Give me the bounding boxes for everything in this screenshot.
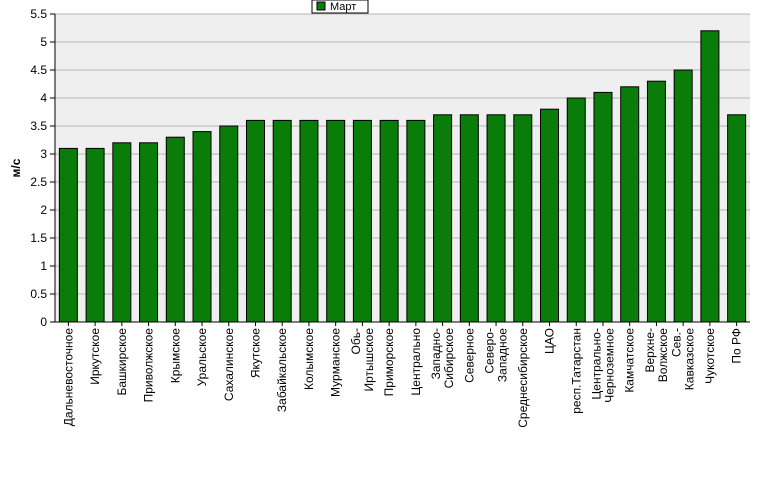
legend-swatch (316, 1, 326, 11)
bar (245, 119, 265, 323)
x-tick-label: Колымское (302, 328, 316, 390)
bar (379, 119, 399, 323)
x-tick-label: Башкирское (115, 328, 129, 396)
y-tick-label: 5 (40, 35, 47, 49)
y-tick-label: 3 (40, 147, 47, 161)
bar (326, 119, 346, 323)
x-tick-label: Волжское (656, 328, 670, 383)
y-tick-label: 3.5 (30, 119, 47, 133)
y-tick-label: 1 (40, 259, 47, 273)
bar (540, 108, 560, 323)
bar (219, 125, 239, 323)
x-tick-label: Северное (462, 328, 476, 383)
legend[interactable]: Март (311, 0, 369, 14)
x-tick-label: Черноземное (602, 328, 616, 403)
y-tick-label: 4.5 (30, 63, 47, 77)
x-tick-label: Центрально (409, 328, 423, 396)
bar (593, 91, 613, 323)
y-axis-label: м/с (9, 158, 23, 177)
x-tick-label: Уральское (195, 328, 209, 387)
y-tick-label: 0.5 (30, 287, 47, 301)
y-tick-label: 1.5 (30, 231, 47, 245)
legend-box (311, 0, 369, 14)
x-tick-label: Среднесибирское (516, 328, 530, 428)
x-tick-label: Сахалинское (222, 328, 236, 401)
x-tick-label: Центрально- (589, 328, 603, 400)
x-tick-label: Приморское (382, 328, 396, 397)
bar (620, 86, 640, 323)
bar (459, 114, 479, 323)
bar (513, 114, 533, 323)
x-tick-label: респ.Татарстан (569, 328, 583, 414)
x-tick-label: Обь- (349, 328, 363, 354)
y-axis-ticks: 0 0.5 1 1.5 2 2.5 3 3.5 4 4.5 5 5.5 (30, 7, 55, 329)
x-tick-label: Верхне- (643, 328, 657, 373)
bar (727, 114, 747, 323)
x-tick-label: ЦАО (543, 328, 557, 354)
bar (700, 30, 720, 323)
x-tick-label: Приволжское (142, 328, 156, 403)
x-tick-label: Забайкальское (275, 328, 289, 412)
bar (433, 114, 453, 323)
y-tick-label: 2 (40, 203, 47, 217)
x-tick-label: Иртышское (362, 328, 376, 392)
x-tick-label: Камчатское (623, 328, 637, 393)
x-tick-label: Крымское (168, 328, 182, 384)
x-axis-ticks: Дальневосточное Иркутское Башкирское Привол… (61, 322, 744, 428)
x-tick-label: Чукотское (703, 328, 717, 384)
bar (673, 69, 693, 323)
bar (566, 97, 586, 323)
bar (299, 119, 319, 323)
bar (272, 119, 292, 323)
x-tick-label: Сев.- (670, 328, 684, 357)
bar (486, 114, 506, 323)
x-tick-label: Кавказское (683, 328, 697, 391)
y-tick-label: 2.5 (30, 175, 47, 189)
bar (85, 147, 105, 323)
bar (139, 142, 159, 323)
x-tick-label: Дальневосточное (61, 328, 75, 427)
bar (352, 119, 372, 323)
bar (112, 142, 132, 323)
x-tick-label: Иркутское (88, 328, 102, 385)
x-tick-label: Северо- (483, 328, 497, 374)
bar (165, 136, 185, 323)
x-tick-label: Западно- (429, 328, 443, 379)
x-tick-label: Западное (496, 328, 510, 382)
y-tick-label: 0 (40, 315, 47, 329)
x-tick-label: Якутское (248, 328, 262, 378)
bar (406, 119, 426, 323)
legend-label: Март (330, 1, 356, 13)
y-tick-label: 4 (40, 91, 47, 105)
bar (646, 80, 666, 323)
x-tick-label: По РФ (730, 328, 744, 364)
plot-area (55, 14, 750, 322)
bar (58, 147, 78, 323)
axes (54, 14, 750, 323)
x-tick-label: Мурманское (329, 328, 343, 397)
y-tick-label: 5.5 (30, 7, 47, 21)
bar (192, 131, 212, 323)
x-tick-label: Сибирское (442, 328, 456, 389)
